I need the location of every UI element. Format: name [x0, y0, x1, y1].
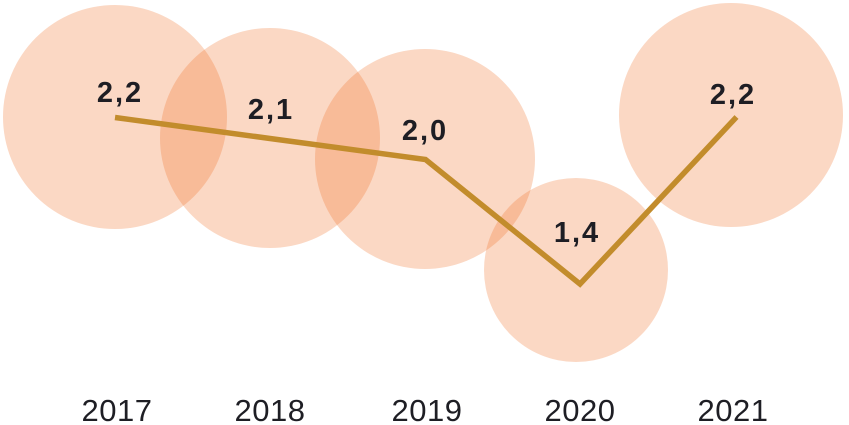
bubble-2017 [3, 5, 227, 229]
x-tick-2019: 2019 [392, 393, 463, 425]
bubble-2020 [484, 178, 668, 362]
value-label-2020: 1,4 [554, 217, 600, 249]
bubble-2021 [619, 3, 843, 227]
bubble-layer [3, 3, 843, 362]
x-axis-labels: 2017 2018 2019 2020 2021 [82, 393, 769, 425]
value-label-2019: 2,0 [402, 115, 448, 147]
x-tick-2017: 2017 [82, 393, 153, 425]
value-label-2018: 2,1 [248, 94, 294, 126]
trend-line [114, 114, 739, 288]
x-tick-2018: 2018 [235, 393, 306, 425]
value-label-2021: 2,2 [710, 79, 756, 111]
x-tick-2020: 2020 [545, 393, 616, 425]
value-label-2017: 2,2 [97, 77, 143, 109]
value-labels: 2,2 2,1 2,0 1,4 2,2 [97, 77, 756, 249]
x-tick-2021: 2021 [698, 393, 769, 425]
